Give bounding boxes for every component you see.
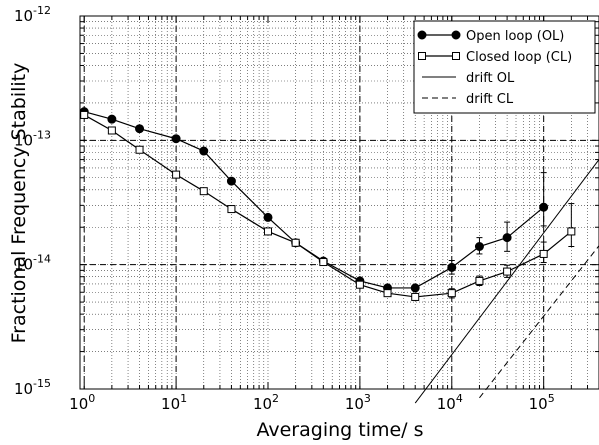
data-point bbox=[383, 289, 392, 298]
data-point bbox=[291, 238, 300, 247]
data-point bbox=[199, 187, 208, 196]
series-closed-loop-cl bbox=[80, 110, 576, 301]
drift-line bbox=[479, 245, 599, 399]
legend: Open loop (OL) Closed loop (CL) drift OL dr… bbox=[413, 20, 596, 114]
legend-marker bbox=[452, 52, 460, 60]
legend-marker bbox=[417, 30, 427, 40]
data-point bbox=[410, 283, 420, 293]
data-point bbox=[355, 280, 364, 289]
data-point bbox=[319, 258, 328, 267]
grid bbox=[79, 15, 599, 390]
x-tick-exponent: 1 bbox=[180, 392, 187, 405]
data-point bbox=[474, 241, 484, 251]
data-point bbox=[107, 126, 116, 135]
data-point bbox=[567, 227, 576, 236]
data-point bbox=[227, 205, 236, 214]
legend-label: Closed loop (CL) bbox=[466, 50, 572, 65]
y-tick-exponent: -15 bbox=[33, 377, 51, 390]
data-point bbox=[447, 262, 457, 272]
data-point bbox=[135, 145, 144, 154]
data-point bbox=[502, 233, 512, 243]
y-tick-exponent: -14 bbox=[33, 253, 51, 266]
data-point bbox=[199, 146, 209, 156]
legend-label: drift CL bbox=[466, 92, 514, 107]
data-point bbox=[171, 134, 181, 144]
y-tick-exponent: -13 bbox=[33, 128, 51, 141]
data-point bbox=[539, 202, 549, 212]
data-point bbox=[135, 124, 145, 134]
legend-marker bbox=[451, 30, 461, 40]
data-point bbox=[80, 110, 89, 119]
x-tick-exponent: 5 bbox=[548, 392, 555, 405]
data-point bbox=[475, 276, 484, 285]
data-point bbox=[539, 249, 548, 258]
data-point bbox=[107, 114, 117, 124]
y-axis-label: Fractional Frequency Stability bbox=[8, 63, 30, 344]
legend-label: Open loop (OL) bbox=[466, 29, 564, 44]
data-point bbox=[447, 289, 456, 298]
x-tick-exponent: 3 bbox=[364, 392, 371, 405]
data-point bbox=[263, 227, 272, 236]
x-tick-exponent: 0 bbox=[88, 392, 95, 405]
data-series bbox=[79, 107, 599, 404]
x-tick-exponent: 2 bbox=[272, 392, 279, 405]
y-tick-exponent: -12 bbox=[33, 4, 51, 17]
drift-line bbox=[414, 159, 599, 404]
x-tick-exponent: 4 bbox=[456, 392, 463, 405]
data-point bbox=[411, 292, 420, 301]
data-point bbox=[503, 267, 512, 276]
data-point bbox=[263, 212, 273, 222]
legend-marker bbox=[418, 52, 426, 60]
data-point bbox=[172, 170, 181, 179]
data-point bbox=[226, 176, 236, 186]
legend-label: drift OL bbox=[466, 71, 515, 86]
x-axis-label: Averaging time/ s bbox=[256, 419, 423, 441]
series-drift-cl bbox=[479, 245, 599, 399]
series-drift-ol bbox=[414, 159, 599, 404]
